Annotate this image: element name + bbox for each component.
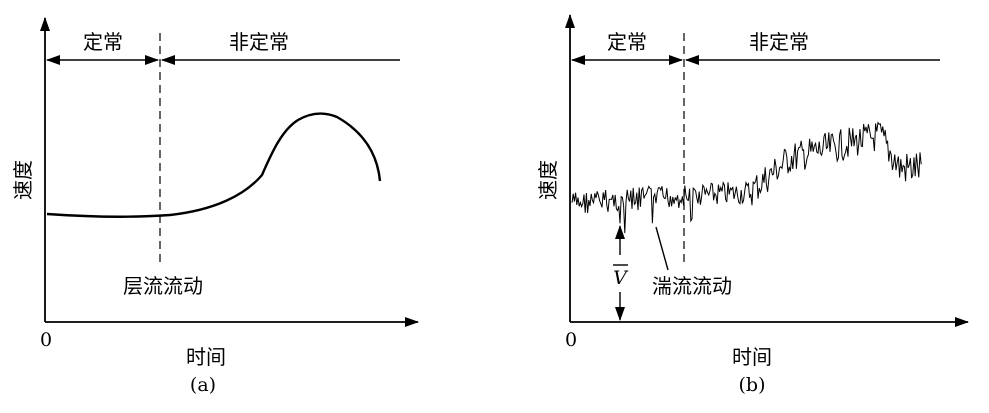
panel-a-velocity-curve xyxy=(46,112,382,219)
panel-b-flow-label: 湍流流动 xyxy=(652,274,732,298)
panel-b-steady-label: 定常 xyxy=(607,30,647,54)
panel-a: 定常 非定常 速度 层流流动 0 时间 (a) xyxy=(11,17,419,396)
panel-a-origin-label: 0 xyxy=(40,329,52,351)
panel-b-label-leader xyxy=(655,226,669,271)
panel-b-mean-symbol: V xyxy=(613,267,629,289)
panel-b-x-axis-label: 时间 xyxy=(732,345,772,369)
panel-a-flow-label: 层流流动 xyxy=(123,274,203,298)
panel-a-steady-label: 定常 xyxy=(83,30,123,54)
panel-b: V 定常 非定常 速度 湍流流动 0 时间 (b) xyxy=(536,14,969,396)
panel-a-x-axis-label: 时间 xyxy=(186,345,226,369)
panel-b-y-axis-label: 速度 xyxy=(536,160,560,200)
panel-b-caption: (b) xyxy=(739,374,766,396)
panel-a-unsteady-label: 非定常 xyxy=(229,30,289,54)
panel-a-y-axis-label: 速度 xyxy=(11,160,35,200)
panel-b-origin-label: 0 xyxy=(565,329,577,351)
panel-b-unsteady-label: 非定常 xyxy=(749,30,809,54)
panel-b-turbulent-curve xyxy=(571,121,922,234)
panel-a-caption: (a) xyxy=(190,374,216,396)
